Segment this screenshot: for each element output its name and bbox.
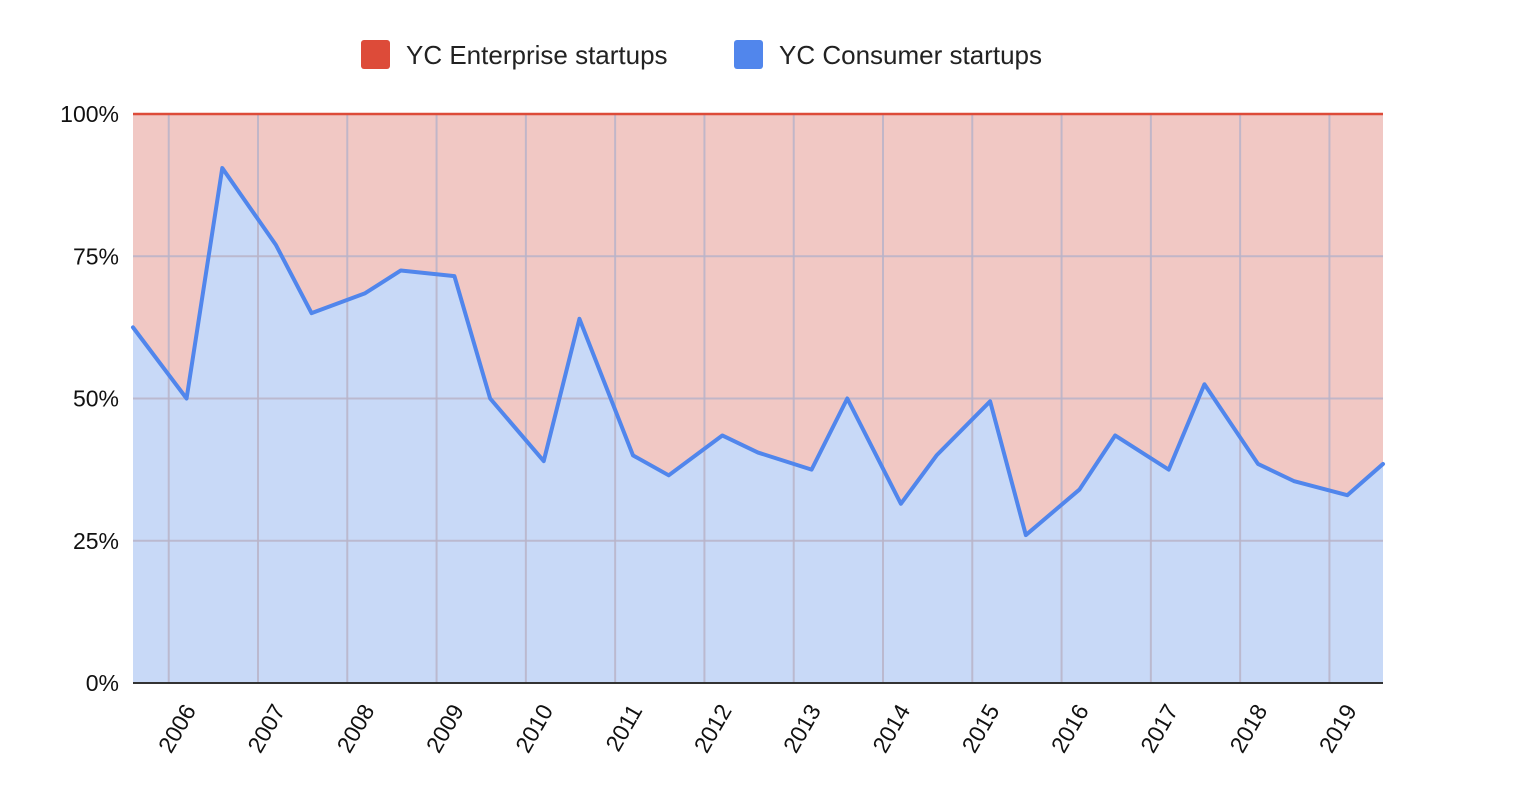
y-tick-label: 100% [60,101,119,127]
plot-area: 0% 25% 50% 75% 100% 2006 2007 2008 2009 2010 2011 2… [60,101,1385,757]
x-tick-label: 2008 [331,700,379,757]
x-tick-label: 2011 [600,700,647,756]
x-tick-label: 2018 [1224,700,1272,757]
x-tick-label: 2019 [1314,700,1362,757]
y-tick-label: 0% [86,670,119,696]
x-tick-label: 2013 [778,700,826,757]
x-tick-label: 2007 [242,700,290,757]
x-tick-label: 2009 [421,700,469,757]
x-tick-label: 2006 [153,700,201,757]
consumer-area [133,168,1383,683]
x-tick-label: 2012 [689,700,737,757]
y-tick-label: 50% [73,386,119,412]
x-tick-label: 2017 [1135,700,1183,757]
legend-swatch-consumer [734,40,763,69]
legend-label-consumer: YC Consumer startups [779,40,1042,70]
consumer-line [131,166,1385,538]
x-tick-label: 2014 [867,700,915,757]
y-tick-label: 25% [73,528,119,554]
y-tick-label: 75% [73,243,119,269]
x-tick-label: 2016 [1046,700,1094,757]
legend: YC Enterprise startups YC Consumer start… [361,40,1042,70]
legend-label-enterprise: YC Enterprise startups [406,40,668,70]
legend-swatch-enterprise [361,40,390,69]
x-tick-label: 2010 [510,700,558,757]
x-tick-label: 2015 [956,700,1004,757]
